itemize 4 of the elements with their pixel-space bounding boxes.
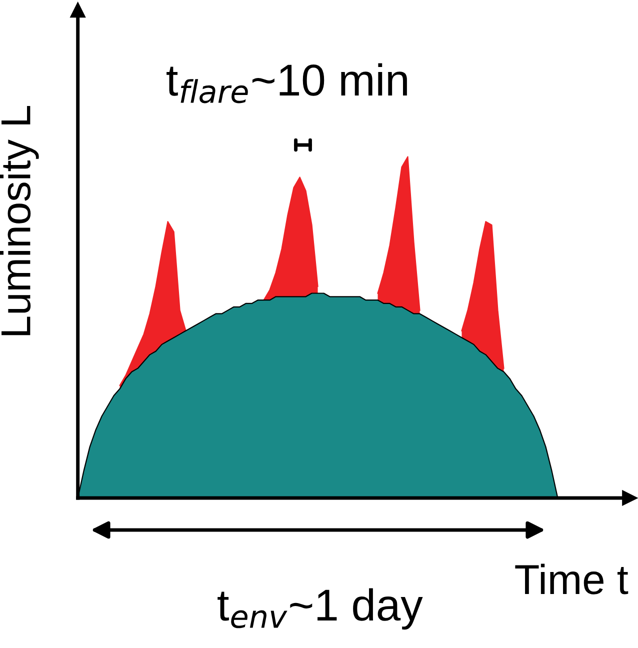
y-axis-title: Luminosity L	[0, 106, 39, 336]
text: t$_{flare}$~10 min	[166, 63, 407, 104]
x-axis-title: Time t	[515, 564, 628, 594]
text: t$_{env}$~1 day	[218, 588, 423, 630]
